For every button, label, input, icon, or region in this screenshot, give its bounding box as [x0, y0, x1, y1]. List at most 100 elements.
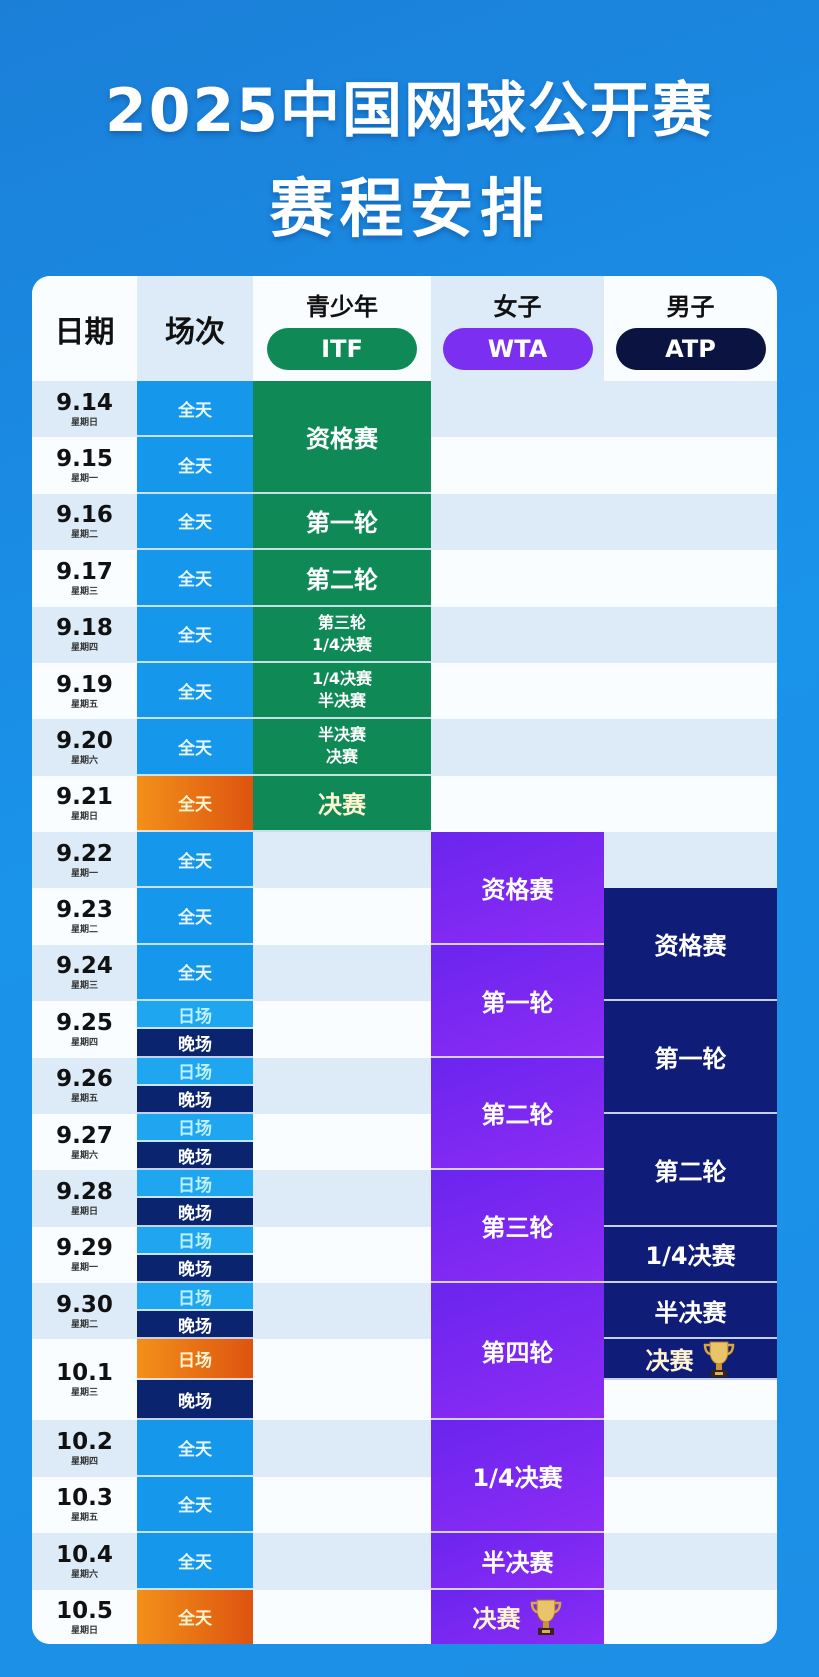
weekday-label: 星期一: [70, 1263, 98, 1274]
header-itf: 青少年 ITF: [253, 276, 431, 381]
wta-badge: WTA: [442, 328, 593, 370]
atp-event-cell: 资格赛: [604, 888, 777, 1002]
header-wta: 女子 WTA: [431, 276, 604, 381]
itf-event-cell: 第一轮: [253, 493, 431, 551]
itf-event-cell: 决赛: [253, 775, 431, 832]
date-cell: 9.15 星期一: [32, 437, 137, 493]
date-label: 9.30: [56, 1291, 113, 1318]
event-label: 第一轮: [481, 988, 554, 1017]
session-all-day: 全天: [137, 888, 253, 945]
atp-event-cell: 第二轮: [604, 1113, 777, 1227]
wta-event-cell: 半决赛: [431, 1533, 604, 1590]
event-label: 决赛: [318, 791, 366, 820]
event-label: 资格赛: [306, 424, 378, 453]
date-label: 9.23: [56, 897, 113, 924]
date-cell: 10.5 星期日: [32, 1590, 137, 1645]
date-label: 10.3: [56, 1485, 113, 1512]
title-line-2: 赛程安排: [269, 173, 550, 247]
date-cell: 10.2 星期四: [32, 1420, 137, 1476]
date-label: 9.20: [56, 727, 113, 754]
date-cell: 9.14 星期日: [32, 381, 137, 437]
date-cell: 9.23 星期二: [32, 888, 137, 944]
date-label: 10.5: [56, 1598, 113, 1625]
atp-event-cell: 1/4决赛: [604, 1226, 777, 1283]
date-cell: 9.18 星期四: [32, 607, 137, 663]
session-night: 晚场: [137, 1029, 253, 1058]
session-all-day: 全天: [137, 1420, 253, 1477]
date-cell: 9.20 星期六: [32, 719, 137, 775]
date-label: 9.22: [56, 840, 113, 867]
session-day: 日场: [137, 1226, 253, 1255]
date-cell: 9.24 星期三: [32, 945, 137, 1001]
header-session: 场次: [137, 276, 253, 381]
date-cell: 9.21 星期日: [32, 776, 137, 832]
date-label: 9.17: [56, 558, 113, 585]
trophy-icon: [530, 1599, 561, 1635]
atp-event-cell: 第一轮: [604, 1001, 777, 1114]
wta-event-cell: 第四轮: [431, 1283, 604, 1421]
itf-event-cell: 资格赛: [253, 381, 431, 494]
weekday-label: 星期二: [70, 925, 98, 936]
session-night: 晚场: [137, 1379, 253, 1421]
session-all-day: 全天: [137, 775, 253, 832]
session-all-day: 全天: [137, 1533, 253, 1590]
weekday-label: 星期六: [70, 755, 98, 766]
event-label: 决赛: [472, 1605, 521, 1634]
date-label: 9.15: [56, 446, 113, 473]
title-line-1: 2025中国网球公开赛: [105, 76, 714, 146]
date-cell: 9.29 星期一: [32, 1227, 137, 1283]
session-all-day: 全天: [137, 1476, 253, 1534]
weekday-label: 星期四: [70, 1037, 98, 1048]
date-cell: 9.25 星期四: [32, 1001, 137, 1057]
weekday-label: 星期五: [70, 1094, 98, 1105]
date-label: 9.14: [56, 389, 113, 416]
atp-event-cell: 决赛: [604, 1339, 777, 1380]
header-atp: 男子 ATP: [604, 276, 777, 381]
weekday-label: 星期日: [70, 812, 98, 823]
weekday-label: 星期二: [70, 1319, 98, 1330]
session-all-day: 全天: [137, 550, 253, 607]
session-night: 晚场: [137, 1142, 253, 1171]
weekday-label: 星期日: [70, 1626, 98, 1637]
wta-label: 女子: [493, 293, 542, 321]
date-cell: 9.22 星期一: [32, 832, 137, 888]
event-label: 1/4决赛: [645, 1242, 736, 1271]
wta-event-cell: 第二轮: [431, 1057, 604, 1171]
session-all-day: 全天: [137, 662, 253, 720]
weekday-label: 星期六: [70, 1150, 98, 1161]
date-cell: 9.26 星期五: [32, 1058, 137, 1114]
date-label: 9.29: [56, 1235, 113, 1262]
event-label: 第三轮: [481, 1214, 554, 1243]
date-cell: 9.16 星期二: [32, 494, 137, 550]
session-all-day: 全天: [137, 381, 253, 438]
wta-event-cell: 第一轮: [431, 944, 604, 1058]
event-label: 第三轮: [317, 612, 366, 632]
atp-event-cell: 半决赛: [604, 1283, 777, 1340]
session-all-day: 全天: [137, 606, 253, 663]
weekday-label: 星期五: [70, 1513, 98, 1524]
date-label: 9.18: [56, 615, 113, 642]
session-all-day: 全天: [137, 944, 253, 1002]
event-label: 第二轮: [481, 1101, 554, 1130]
date-label: 9.24: [56, 953, 113, 980]
date-label: 9.25: [56, 1009, 113, 1036]
weekday-label: 星期一: [70, 868, 98, 879]
weekday-label: 星期四: [70, 643, 98, 654]
weekday-label: 星期二: [70, 530, 98, 541]
atp-badge: ATP: [615, 328, 766, 370]
weekday-label: 星期三: [70, 981, 98, 992]
weekday-label: 星期日: [70, 417, 98, 428]
itf-event-cell: 第二轮: [253, 550, 431, 607]
event-label: 半决赛: [654, 1298, 727, 1327]
event-label: 1/4决赛: [311, 634, 373, 654]
session-day: 日场: [137, 1057, 253, 1086]
event-label: 第一轮: [306, 509, 378, 538]
session-night: 晚场: [137, 1198, 253, 1227]
session-all-day: 全天: [137, 719, 253, 776]
session-day: 日场: [137, 1283, 253, 1312]
session-all-day: 全天: [137, 493, 253, 551]
event-label: 1/4决赛: [311, 669, 373, 689]
date-label: 10.2: [56, 1429, 113, 1456]
date-cell: 9.30 星期二: [32, 1283, 137, 1339]
weekday-label: 星期日: [70, 1206, 98, 1217]
